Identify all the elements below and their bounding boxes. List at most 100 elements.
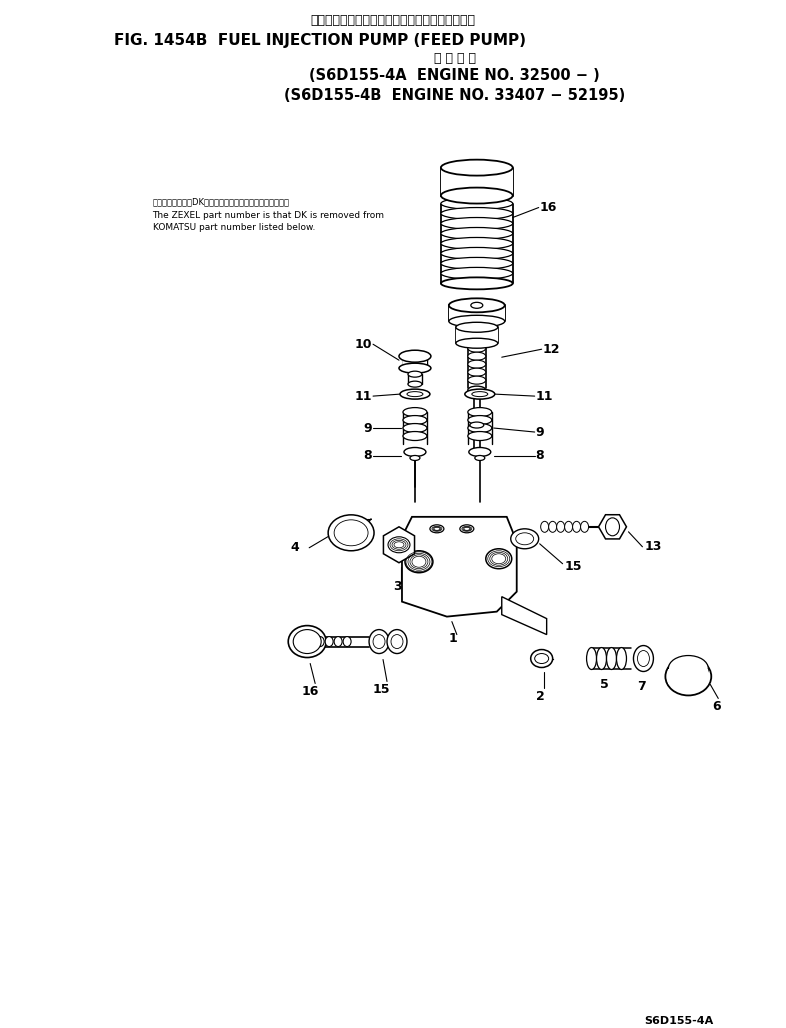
Ellipse shape bbox=[531, 650, 553, 667]
Text: 11: 11 bbox=[354, 390, 372, 403]
Polygon shape bbox=[668, 668, 708, 685]
Text: 品番のメーカ図番DKを除いたものがゼクセルの品番です。: 品番のメーカ図番DKを除いたものがゼクセルの品番です。 bbox=[152, 197, 289, 207]
Ellipse shape bbox=[441, 208, 512, 220]
Text: 5: 5 bbox=[600, 677, 608, 691]
Ellipse shape bbox=[343, 636, 351, 647]
Ellipse shape bbox=[403, 407, 427, 416]
Ellipse shape bbox=[468, 368, 486, 376]
Ellipse shape bbox=[441, 257, 512, 269]
Text: 12: 12 bbox=[542, 342, 560, 356]
Ellipse shape bbox=[441, 227, 512, 240]
Polygon shape bbox=[501, 596, 546, 634]
Text: S6D155-4A: S6D155-4A bbox=[645, 1016, 714, 1026]
Ellipse shape bbox=[430, 525, 444, 533]
Ellipse shape bbox=[549, 521, 556, 533]
Ellipse shape bbox=[441, 267, 512, 280]
Polygon shape bbox=[384, 526, 414, 562]
Ellipse shape bbox=[403, 424, 427, 433]
Text: 8: 8 bbox=[363, 449, 372, 463]
Text: フェルインジェクションポンプ　フィードポンプ: フェルインジェクションポンプ フィードポンプ bbox=[310, 14, 476, 27]
Ellipse shape bbox=[470, 423, 484, 428]
Ellipse shape bbox=[607, 648, 616, 669]
Ellipse shape bbox=[468, 376, 486, 384]
Ellipse shape bbox=[441, 218, 512, 229]
Ellipse shape bbox=[405, 551, 433, 573]
Ellipse shape bbox=[334, 520, 368, 546]
Ellipse shape bbox=[556, 521, 564, 533]
Ellipse shape bbox=[666, 658, 711, 695]
Ellipse shape bbox=[399, 351, 431, 362]
Ellipse shape bbox=[511, 528, 538, 549]
Ellipse shape bbox=[441, 187, 512, 204]
Polygon shape bbox=[403, 356, 427, 368]
Ellipse shape bbox=[468, 447, 490, 456]
Ellipse shape bbox=[387, 629, 407, 654]
Text: 13: 13 bbox=[645, 541, 662, 553]
Ellipse shape bbox=[475, 455, 485, 461]
Ellipse shape bbox=[486, 549, 512, 568]
Ellipse shape bbox=[456, 338, 498, 348]
Ellipse shape bbox=[637, 651, 649, 666]
Text: 15: 15 bbox=[373, 683, 390, 696]
Ellipse shape bbox=[468, 424, 492, 433]
Text: 4: 4 bbox=[291, 542, 299, 554]
Ellipse shape bbox=[564, 521, 572, 533]
Text: (S6D155-4A  ENGINE NO. 32500 − ): (S6D155-4A ENGINE NO. 32500 − ) bbox=[310, 68, 601, 83]
Ellipse shape bbox=[400, 390, 430, 399]
Ellipse shape bbox=[634, 646, 653, 671]
Ellipse shape bbox=[541, 521, 549, 533]
Text: 9: 9 bbox=[363, 421, 372, 435]
Ellipse shape bbox=[456, 322, 498, 332]
Text: 15: 15 bbox=[564, 560, 582, 574]
Ellipse shape bbox=[472, 392, 488, 397]
Text: 6: 6 bbox=[712, 700, 721, 712]
Ellipse shape bbox=[325, 636, 333, 647]
Text: 16: 16 bbox=[302, 685, 319, 698]
Ellipse shape bbox=[316, 636, 324, 647]
Ellipse shape bbox=[605, 518, 619, 536]
Ellipse shape bbox=[471, 302, 483, 308]
Ellipse shape bbox=[388, 537, 410, 553]
Text: KOMATSU part number listed below.: KOMATSU part number listed below. bbox=[152, 222, 315, 231]
Ellipse shape bbox=[441, 197, 512, 210]
Polygon shape bbox=[441, 168, 512, 195]
Ellipse shape bbox=[468, 407, 492, 416]
Polygon shape bbox=[456, 327, 498, 343]
Text: 16: 16 bbox=[540, 201, 557, 214]
Ellipse shape bbox=[465, 390, 494, 399]
Ellipse shape bbox=[468, 415, 492, 425]
Text: 9: 9 bbox=[536, 426, 545, 439]
Ellipse shape bbox=[410, 455, 420, 461]
Ellipse shape bbox=[516, 533, 534, 545]
Polygon shape bbox=[402, 517, 516, 617]
Ellipse shape bbox=[586, 648, 597, 669]
Text: 3: 3 bbox=[393, 580, 402, 593]
Ellipse shape bbox=[616, 648, 626, 669]
Text: 10: 10 bbox=[354, 338, 372, 351]
Ellipse shape bbox=[572, 521, 581, 533]
Ellipse shape bbox=[369, 629, 389, 654]
Ellipse shape bbox=[468, 387, 486, 394]
Ellipse shape bbox=[403, 432, 427, 441]
Text: The ZEXEL part number is that DK is removed from: The ZEXEL part number is that DK is remo… bbox=[152, 211, 384, 220]
Ellipse shape bbox=[468, 353, 486, 360]
Ellipse shape bbox=[288, 626, 326, 658]
Text: 8: 8 bbox=[536, 449, 545, 463]
Ellipse shape bbox=[460, 525, 474, 533]
Ellipse shape bbox=[293, 629, 321, 654]
Text: 適 用 号 機: 適 用 号 機 bbox=[434, 51, 476, 65]
Ellipse shape bbox=[668, 656, 708, 682]
Ellipse shape bbox=[399, 363, 431, 373]
Ellipse shape bbox=[408, 381, 422, 388]
Ellipse shape bbox=[334, 636, 342, 647]
Ellipse shape bbox=[441, 237, 512, 250]
Text: (S6D155-4B  ENGINE NO. 33407 − 52195): (S6D155-4B ENGINE NO. 33407 − 52195) bbox=[285, 87, 626, 103]
Ellipse shape bbox=[408, 371, 422, 377]
Ellipse shape bbox=[441, 278, 512, 289]
Ellipse shape bbox=[534, 654, 549, 663]
Ellipse shape bbox=[407, 392, 423, 397]
Ellipse shape bbox=[581, 521, 589, 533]
Ellipse shape bbox=[391, 634, 403, 649]
Text: 2: 2 bbox=[536, 690, 545, 703]
Text: 7: 7 bbox=[637, 680, 646, 693]
